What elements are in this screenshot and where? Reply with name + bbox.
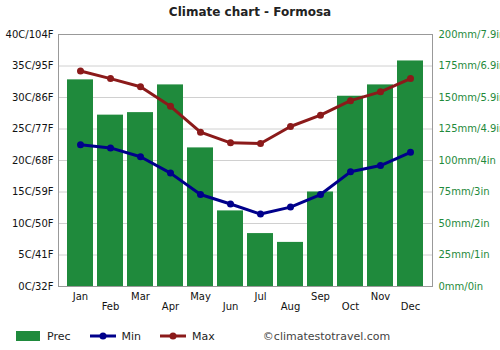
svg-text:Apr: Apr xyxy=(162,301,180,312)
svg-text:75mm/3in: 75mm/3in xyxy=(439,186,490,197)
svg-text:5C/41F: 5C/41F xyxy=(18,249,53,260)
svg-text:20C/68F: 20C/68F xyxy=(12,155,54,166)
svg-text:125mm/4.9in: 125mm/4.9in xyxy=(439,123,500,134)
svg-text:30C/86F: 30C/86F xyxy=(12,92,54,103)
svg-text:Feb: Feb xyxy=(102,301,120,312)
html-text:Max: Max xyxy=(192,329,215,343)
html-text:©climatestotravel.com: ©climatestotravel.com xyxy=(262,329,391,343)
svg-text:Dec: Dec xyxy=(401,301,420,312)
svg-text:Jul: Jul xyxy=(253,291,266,302)
svg-text:35C/95F: 35C/95F xyxy=(12,60,54,71)
svg-text:10C/50F: 10C/50F xyxy=(12,218,54,229)
svg-text:Nov: Nov xyxy=(371,291,391,302)
svg-text:25C/77F: 25C/77F xyxy=(12,123,54,134)
svg-text:Oct: Oct xyxy=(342,301,359,312)
svg-text:Mar: Mar xyxy=(131,291,151,302)
svg-text:150mm/5.9in: 150mm/5.9in xyxy=(439,92,500,103)
html-text:Climate chart - Formosa: Climate chart - Formosa xyxy=(168,5,332,19)
svg-text:175mm/6.9in: 175mm/6.9in xyxy=(439,60,500,71)
html-text:Min: Min xyxy=(121,329,142,343)
svg-text:Jun: Jun xyxy=(222,301,239,312)
svg-text:0mm/0in: 0mm/0in xyxy=(439,281,484,292)
svg-text:200mm/7.9in: 200mm/7.9in xyxy=(439,29,500,40)
svg-text:0C/32F: 0C/32F xyxy=(18,281,53,292)
svg-text:50mm/2in: 50mm/2in xyxy=(439,218,490,229)
svg-text:40C/104F: 40C/104F xyxy=(6,29,54,40)
svg-text:Jan: Jan xyxy=(72,291,88,302)
html-text:Prec: Prec xyxy=(47,329,71,343)
svg-text:15C/59F: 15C/59F xyxy=(12,186,54,197)
svg-text:100mm/4in: 100mm/4in xyxy=(439,155,496,166)
svg-text:Sep: Sep xyxy=(311,291,330,302)
svg-text:Aug: Aug xyxy=(281,301,301,312)
svg-text:May: May xyxy=(190,291,211,302)
svg-text:25mm/1in: 25mm/1in xyxy=(439,249,490,260)
